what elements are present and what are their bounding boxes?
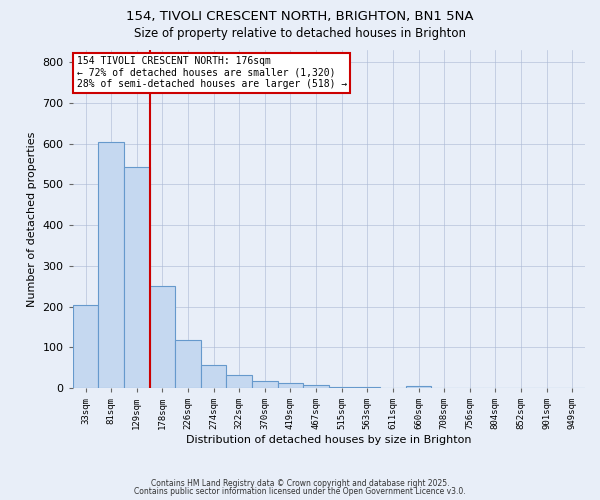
Bar: [98, 142, 124, 388]
Bar: [73, 306, 98, 388]
Bar: [226, 374, 252, 388]
Text: Contains public sector information licensed under the Open Government Licence v3: Contains public sector information licen…: [134, 487, 466, 496]
Bar: [252, 381, 278, 388]
Bar: [329, 386, 355, 388]
Bar: [201, 365, 226, 388]
Text: Size of property relative to detached houses in Brighton: Size of property relative to detached ho…: [134, 28, 466, 40]
X-axis label: Distribution of detached houses by size in Brighton: Distribution of detached houses by size …: [186, 435, 472, 445]
Bar: [175, 340, 201, 388]
Bar: [124, 167, 149, 388]
Bar: [149, 286, 175, 388]
Text: 154, TIVOLI CRESCENT NORTH, BRIGHTON, BN1 5NA: 154, TIVOLI CRESCENT NORTH, BRIGHTON, BN…: [126, 10, 474, 23]
Y-axis label: Number of detached properties: Number of detached properties: [27, 132, 37, 307]
Text: Contains HM Land Registry data © Crown copyright and database right 2025.: Contains HM Land Registry data © Crown c…: [151, 478, 449, 488]
Bar: [303, 385, 329, 388]
Bar: [355, 386, 380, 388]
Text: 154 TIVOLI CRESCENT NORTH: 176sqm
← 72% of detached houses are smaller (1,320)
2: 154 TIVOLI CRESCENT NORTH: 176sqm ← 72% …: [77, 56, 347, 90]
Bar: [406, 386, 431, 388]
Bar: [278, 383, 303, 388]
